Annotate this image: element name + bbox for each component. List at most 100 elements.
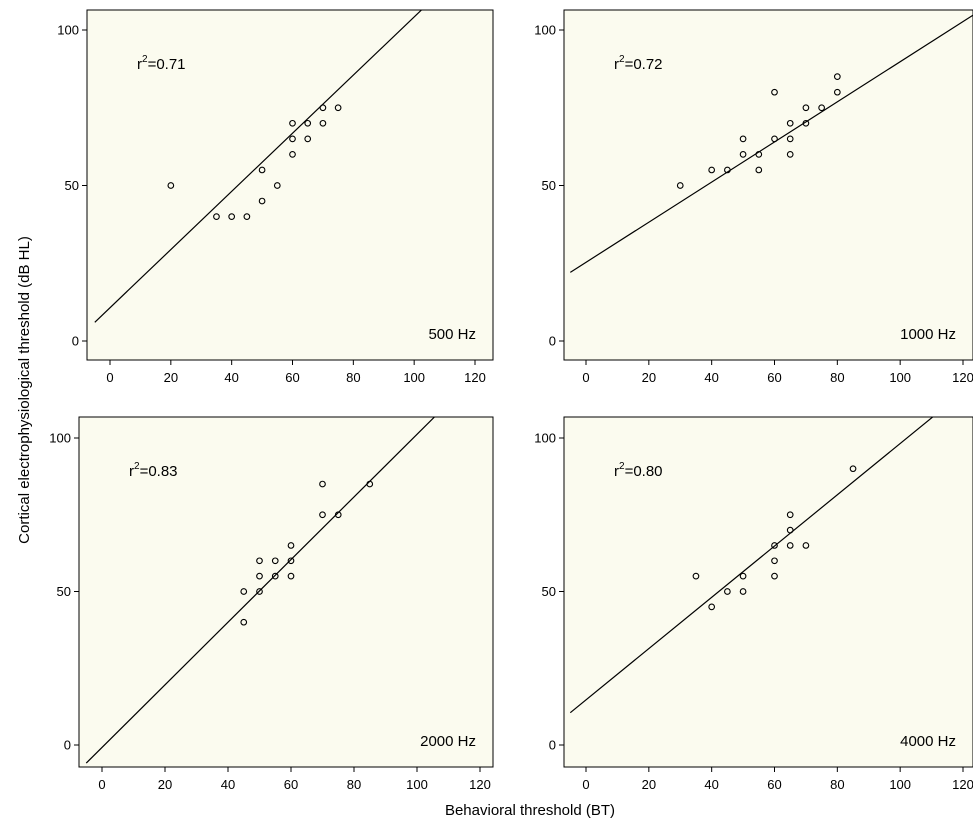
data-point-1000hz-5	[755, 166, 763, 174]
x-tick-label-1000hz-40: 40	[704, 370, 718, 385]
data-point-1000hz-15	[833, 88, 841, 96]
x-tick-label-1000hz-60: 60	[767, 370, 781, 385]
data-point-500hz-14	[334, 104, 342, 112]
panel-label-2000hz: 2000 Hz	[420, 733, 476, 750]
data-point-4000hz-4	[739, 572, 747, 580]
data-point-500hz-9	[289, 119, 296, 127]
x-axis-title: Behavioral threshold (BT)	[445, 802, 615, 819]
data-point-1000hz-10	[786, 135, 794, 143]
data-point-4000hz-3	[739, 588, 747, 595]
x-tick-label-4000hz-20: 20	[642, 777, 656, 792]
data-point-500hz-0	[167, 182, 175, 189]
x-tick-label-2000hz-20: 20	[158, 777, 172, 792]
x-tick-label-2000hz-60: 60	[284, 777, 298, 792]
data-point-2000hz-7	[287, 572, 295, 580]
plot-area-2000hz	[79, 417, 493, 767]
y-tick-label-500hz-0: 0	[72, 334, 79, 349]
data-point-500hz-5	[258, 166, 266, 174]
y-tick-label-2000hz-50: 50	[57, 584, 71, 599]
data-point-2000hz-4	[256, 557, 263, 565]
data-point-500hz-10	[304, 135, 312, 143]
data-point-500hz-13	[319, 104, 327, 112]
data-point-1000hz-0	[676, 182, 684, 189]
plot-area-500hz	[87, 10, 493, 360]
y-tick-label-4000hz-50: 50	[542, 584, 556, 599]
x-tick-label-4000hz-100: 100	[889, 777, 911, 792]
data-point-1000hz-14	[818, 104, 825, 112]
data-point-1000hz-9	[786, 151, 794, 158]
data-point-500hz-7	[289, 151, 296, 158]
data-point-500hz-12	[319, 119, 327, 127]
y-tick-label-4000hz-0: 0	[549, 738, 556, 753]
panel-label-500hz: 500 Hz	[428, 326, 476, 343]
panel-4000hz: 0 20 40 60 80 100 120 0 50 100 r2=0.80 4000 Hz	[534, 416, 973, 792]
data-point-2000hz-8	[287, 557, 295, 565]
data-point-500hz-3	[243, 213, 251, 220]
x-tick-label-4000hz-0: 0	[582, 777, 589, 792]
data-point-1000hz-12	[802, 119, 810, 127]
data-point-2000hz-1	[240, 588, 248, 595]
data-point-1000hz-4	[739, 135, 747, 143]
x-tick-label-1000hz-20: 20	[642, 370, 656, 385]
y-axis-title: Cortical electrophysiological threshold …	[16, 236, 33, 544]
data-point-2000hz-2	[256, 588, 263, 595]
data-point-4000hz-9	[786, 526, 794, 534]
data-point-500hz-2	[228, 213, 236, 220]
data-point-4000hz-7	[771, 542, 778, 549]
data-point-2000hz-11	[319, 480, 326, 488]
y-tick-label-2000hz-100: 100	[49, 431, 71, 446]
x-tick-label-2000hz-80: 80	[347, 777, 361, 792]
data-point-1000hz-3	[739, 151, 747, 158]
data-point-1000hz-11	[786, 119, 794, 127]
data-point-2000hz-13	[366, 480, 374, 488]
x-tick-label-1000hz-80: 80	[830, 370, 844, 385]
data-point-4000hz-2	[724, 588, 731, 595]
data-point-4000hz-8	[786, 542, 794, 549]
panel-1000hz: 0 20 40 60 80 100 120 0 50 100 r2=0.72 1000 Hz	[534, 9, 973, 385]
data-point-2000hz-6	[271, 557, 279, 565]
x-tick-label-500hz-0: 0	[106, 370, 113, 385]
y-tick-label-500hz-50: 50	[65, 178, 79, 193]
regression-line-2000hz	[85, 417, 436, 764]
x-tick-label-500hz-80: 80	[346, 370, 360, 385]
x-tick-label-2000hz-40: 40	[221, 777, 235, 792]
data-point-1000hz-7	[771, 135, 778, 143]
x-tick-label-1000hz-0: 0	[582, 370, 589, 385]
x-tick-label-500hz-40: 40	[224, 370, 238, 385]
r-squared-4000hz: r2=0.80	[614, 461, 663, 480]
data-point-1000hz-1	[708, 166, 716, 174]
data-point-4000hz-12	[849, 465, 857, 473]
x-tick-label-2000hz-0: 0	[98, 777, 105, 792]
x-tick-label-2000hz-120: 120	[469, 777, 491, 792]
x-tick-label-500hz-20: 20	[164, 370, 178, 385]
x-tick-label-1000hz-100: 100	[889, 370, 911, 385]
data-point-2000hz-12	[334, 511, 342, 519]
data-point-2000hz-10	[319, 511, 326, 519]
data-point-500hz-1	[213, 213, 220, 220]
data-point-1000hz-8	[771, 88, 778, 96]
plot-area-4000hz	[564, 417, 973, 767]
x-tick-label-4000hz-40: 40	[704, 777, 718, 792]
x-tick-label-500hz-60: 60	[285, 370, 299, 385]
r-squared-1000hz: r2=0.72	[614, 54, 663, 73]
data-point-1000hz-6	[755, 151, 763, 158]
data-point-4000hz-5	[771, 572, 778, 580]
panels: 0 20 40 60 80 100 120 0 50 100 r2=0.71 500 Hz 0 20 40 6…	[49, 9, 973, 792]
data-point-4000hz-11	[802, 542, 810, 549]
x-tick-label-500hz-120: 120	[464, 370, 486, 385]
data-point-1000hz-13	[802, 104, 810, 112]
regression-line-4000hz	[569, 417, 934, 714]
x-tick-label-500hz-100: 100	[403, 370, 425, 385]
y-tick-label-1000hz-50: 50	[542, 178, 556, 193]
data-point-2000hz-0	[240, 618, 248, 626]
panel-2000hz: 0 20 40 60 80 100 120 0 50 100 r2=0.83 2000 Hz	[49, 416, 494, 792]
x-tick-label-2000hz-100: 100	[406, 777, 428, 792]
data-point-500hz-6	[273, 182, 281, 189]
x-tick-label-4000hz-60: 60	[767, 777, 781, 792]
r-squared-2000hz: r2=0.83	[129, 461, 178, 480]
panel-label-1000hz: 1000 Hz	[900, 326, 956, 343]
x-tick-label-4000hz-120: 120	[952, 777, 973, 792]
x-tick-label-4000hz-80: 80	[830, 777, 844, 792]
data-point-4000hz-1	[708, 603, 716, 611]
